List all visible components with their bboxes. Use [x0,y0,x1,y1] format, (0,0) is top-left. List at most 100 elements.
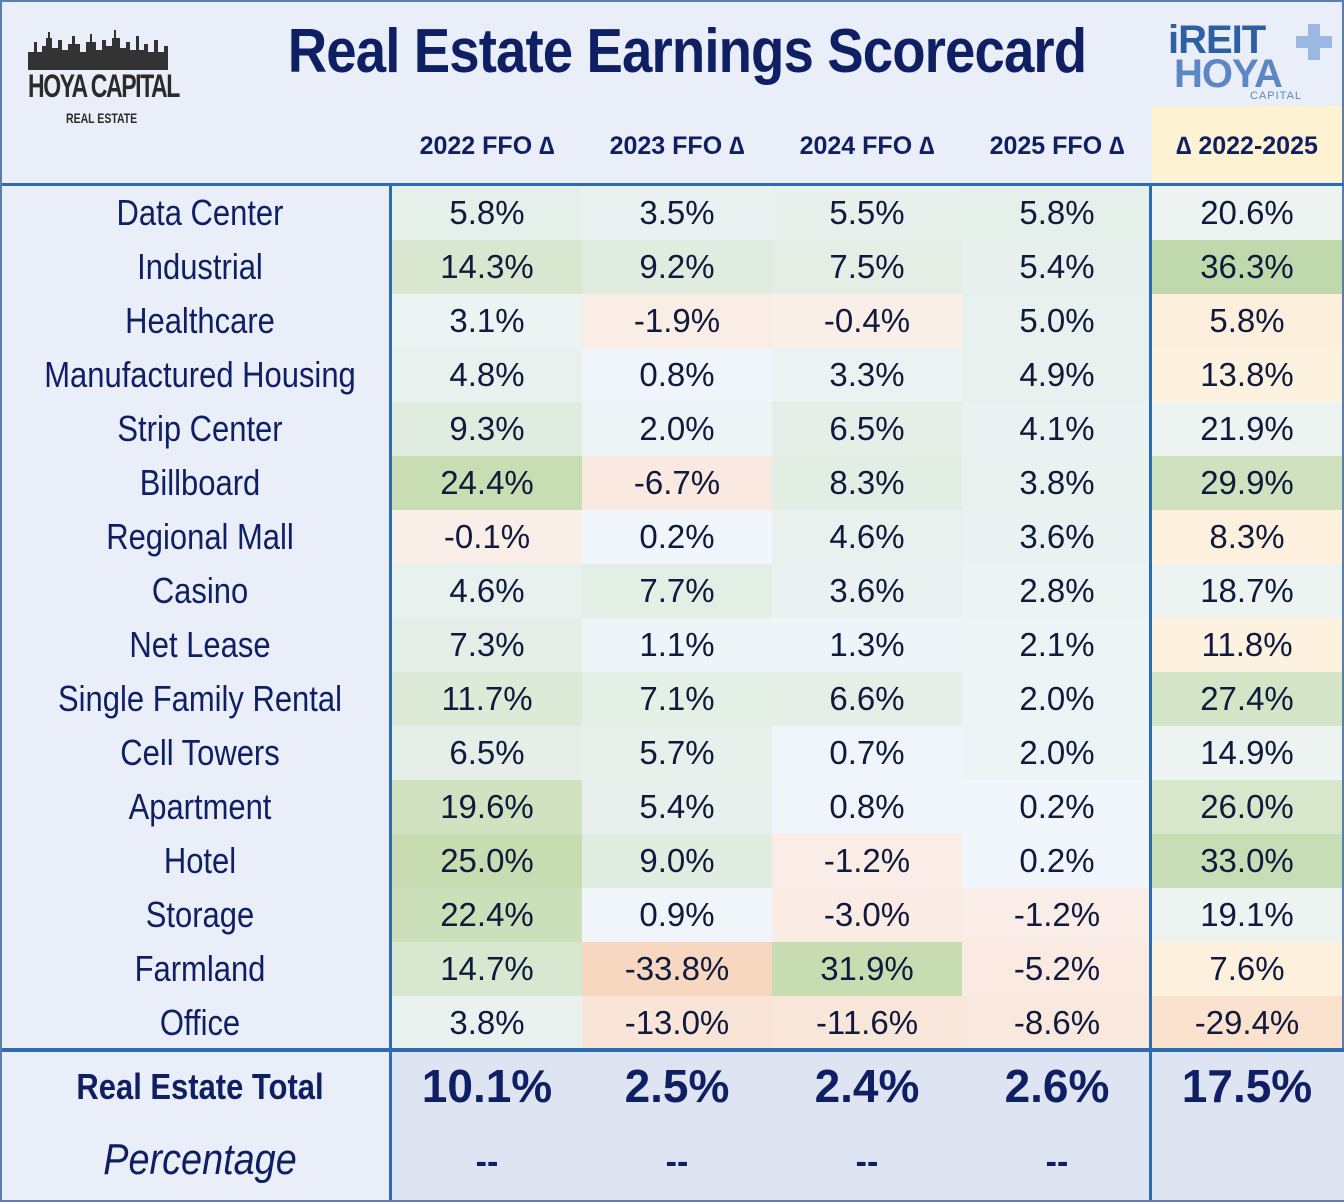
ffo-change-cell: 3.6% [772,564,962,618]
ffo-change-cell: -0.1% [392,510,582,564]
table-row: Billboard 24.4% -6.7% 8.3% 3.8% 29.9% [8,456,1344,510]
ffo-change-cell: 2.8% [962,564,1152,618]
ffo-change-cell: 0.7% [772,726,962,780]
percentage-value-2022: -- [475,1143,499,1181]
ffo-change-cell: 0.2% [582,510,772,564]
percentage-row-label: Percentage [103,1135,297,1184]
ffo-change-cell: 4.6% [392,564,582,618]
ffo-change-cell: 0.8% [772,780,962,834]
footer-background [392,1052,1344,1200]
percentage-value-2024: -- [855,1143,879,1181]
ffo-change-cell: 0.9% [582,888,772,942]
ffo-change-cell: 7.1% [582,672,772,726]
table-row: Regional Mall -0.1% 0.2% 4.6% 3.6% 8.3% [8,510,1344,564]
ffo-change-cell: 1.1% [582,618,772,672]
percentage-value-cumulative [1152,1132,1342,1192]
ffo-change-cell: 5.4% [582,780,772,834]
column-header-total: ∆ 2022-2025 [1152,106,1342,182]
cumulative-ffo-cell: 26.0% [1152,780,1342,834]
sector-label: Industrial [137,246,263,287]
total-column-rule [1149,183,1152,1200]
ffo-change-cell: 6.5% [392,726,582,780]
cumulative-ffo-cell: 18.7% [1152,564,1342,618]
ffo-change-cell: 31.9% [772,942,962,996]
sector-label: Storage [145,894,255,935]
ffo-change-cell: 4.6% [772,510,962,564]
sector-label: Hotel [163,840,237,881]
ffo-change-cell: -1.2% [772,834,962,888]
ffo-change-cell: 5.4% [962,240,1152,294]
sector-label: Strip Center [117,408,283,449]
ffo-change-cell: 7.7% [582,564,772,618]
ffo-change-cell: 0.2% [962,780,1152,834]
total-value-2025: 2.6% [1004,1060,1110,1112]
ffo-change-cell: 14.7% [392,942,582,996]
sector-label: Apartment [128,786,272,827]
ffo-change-cell: 2.1% [962,618,1152,672]
ffo-change-cell: 14.3% [392,240,582,294]
sector-label: Cell Towers [120,732,280,773]
sector-label: Casino [151,570,249,611]
ffo-change-cell: 2.0% [962,726,1152,780]
sector-column-rule [389,183,392,1200]
sector-label: Single Family Rental [58,678,342,719]
ffo-change-cell: -1.2% [962,888,1152,942]
ffo-change-cell: 9.3% [392,402,582,456]
total-value-2023: 2.5% [624,1060,730,1112]
ffo-change-cell: 7.3% [392,618,582,672]
ffo-change-cell: 5.8% [962,186,1152,240]
sector-label: Office [159,1002,241,1043]
cumulative-ffo-cell: 11.8% [1152,618,1342,672]
ffo-change-cell: 0.2% [962,834,1152,888]
ffo-change-cell: 24.4% [392,456,582,510]
ffo-change-cell: 5.7% [582,726,772,780]
total-value-2022: 10.1% [421,1060,553,1112]
ffo-change-cell: 8.3% [772,456,962,510]
ffo-change-cell: 3.8% [392,996,582,1050]
table-row: Hotel 25.0% 9.0% -1.2% 0.2% 33.0% [8,834,1344,888]
ffo-change-cell: 3.6% [962,510,1152,564]
header-rule [2,183,1344,186]
ffo-change-cell: 19.6% [392,780,582,834]
total-value-2024: 2.4% [814,1060,920,1112]
skyline-icon [28,30,168,70]
sector-label: Regional Mall [106,516,294,557]
cumulative-ffo-cell: 5.8% [1152,294,1342,348]
cumulative-ffo-cell: 14.9% [1152,726,1342,780]
ffo-change-cell: 6.5% [772,402,962,456]
ffo-change-cell: -13.0% [582,996,772,1050]
table-row: Single Family Rental 11.7% 7.1% 6.6% 2.0% 27.… [8,672,1344,726]
ffo-change-cell: 22.4% [392,888,582,942]
footer-rule [2,1048,1344,1052]
sector-label: Healthcare [125,300,275,341]
ffo-change-cell: 5.8% [392,186,582,240]
ireit-hoya-logo: iREIT HOYA CAPITAL [1162,18,1342,108]
total-value-cumulative: 17.5% [1181,1060,1313,1112]
ffo-change-cell: 3.8% [962,456,1152,510]
cumulative-ffo-cell: 7.6% [1152,942,1342,996]
plus-cross-icon [1296,24,1332,60]
cumulative-ffo-cell: 13.8% [1152,348,1342,402]
ffo-change-cell: 3.5% [582,186,772,240]
table-row: Industrial 14.3% 9.2% 7.5% 5.4% 36.3% [8,240,1344,294]
table-row: Storage 22.4% 0.9% -3.0% -1.2% 19.1% [8,888,1344,942]
column-header-2024: 2024 FFO ∆ [799,132,935,160]
logo-hoya-text: HOYA [1174,52,1283,96]
table-row: Manufactured Housing 4.8% 0.8% 3.3% 4.9% 13.8… [8,348,1344,402]
cumulative-ffo-cell: 29.9% [1152,456,1342,510]
table-row: Data Center 5.8% 3.5% 5.5% 5.8% 20.6% [8,186,1344,240]
ffo-change-cell: 6.6% [772,672,962,726]
ffo-change-cell: 4.9% [962,348,1152,402]
logo-brand-text: HOYA CAPITAL [28,68,180,104]
sector-label: Net Lease [129,624,271,665]
sector-label: Data Center [116,192,284,233]
ffo-change-cell: -1.9% [582,294,772,348]
cumulative-ffo-cell: 33.0% [1152,834,1342,888]
page-title: Real Estate Earnings Scorecard [287,17,1087,86]
ffo-change-cell: -3.0% [772,888,962,942]
logo-sub-text: REAL ESTATE [66,110,138,126]
ffo-change-cell: 5.5% [772,186,962,240]
cumulative-ffo-cell: -29.4% [1152,996,1342,1050]
ffo-change-cell: 2.0% [962,672,1152,726]
